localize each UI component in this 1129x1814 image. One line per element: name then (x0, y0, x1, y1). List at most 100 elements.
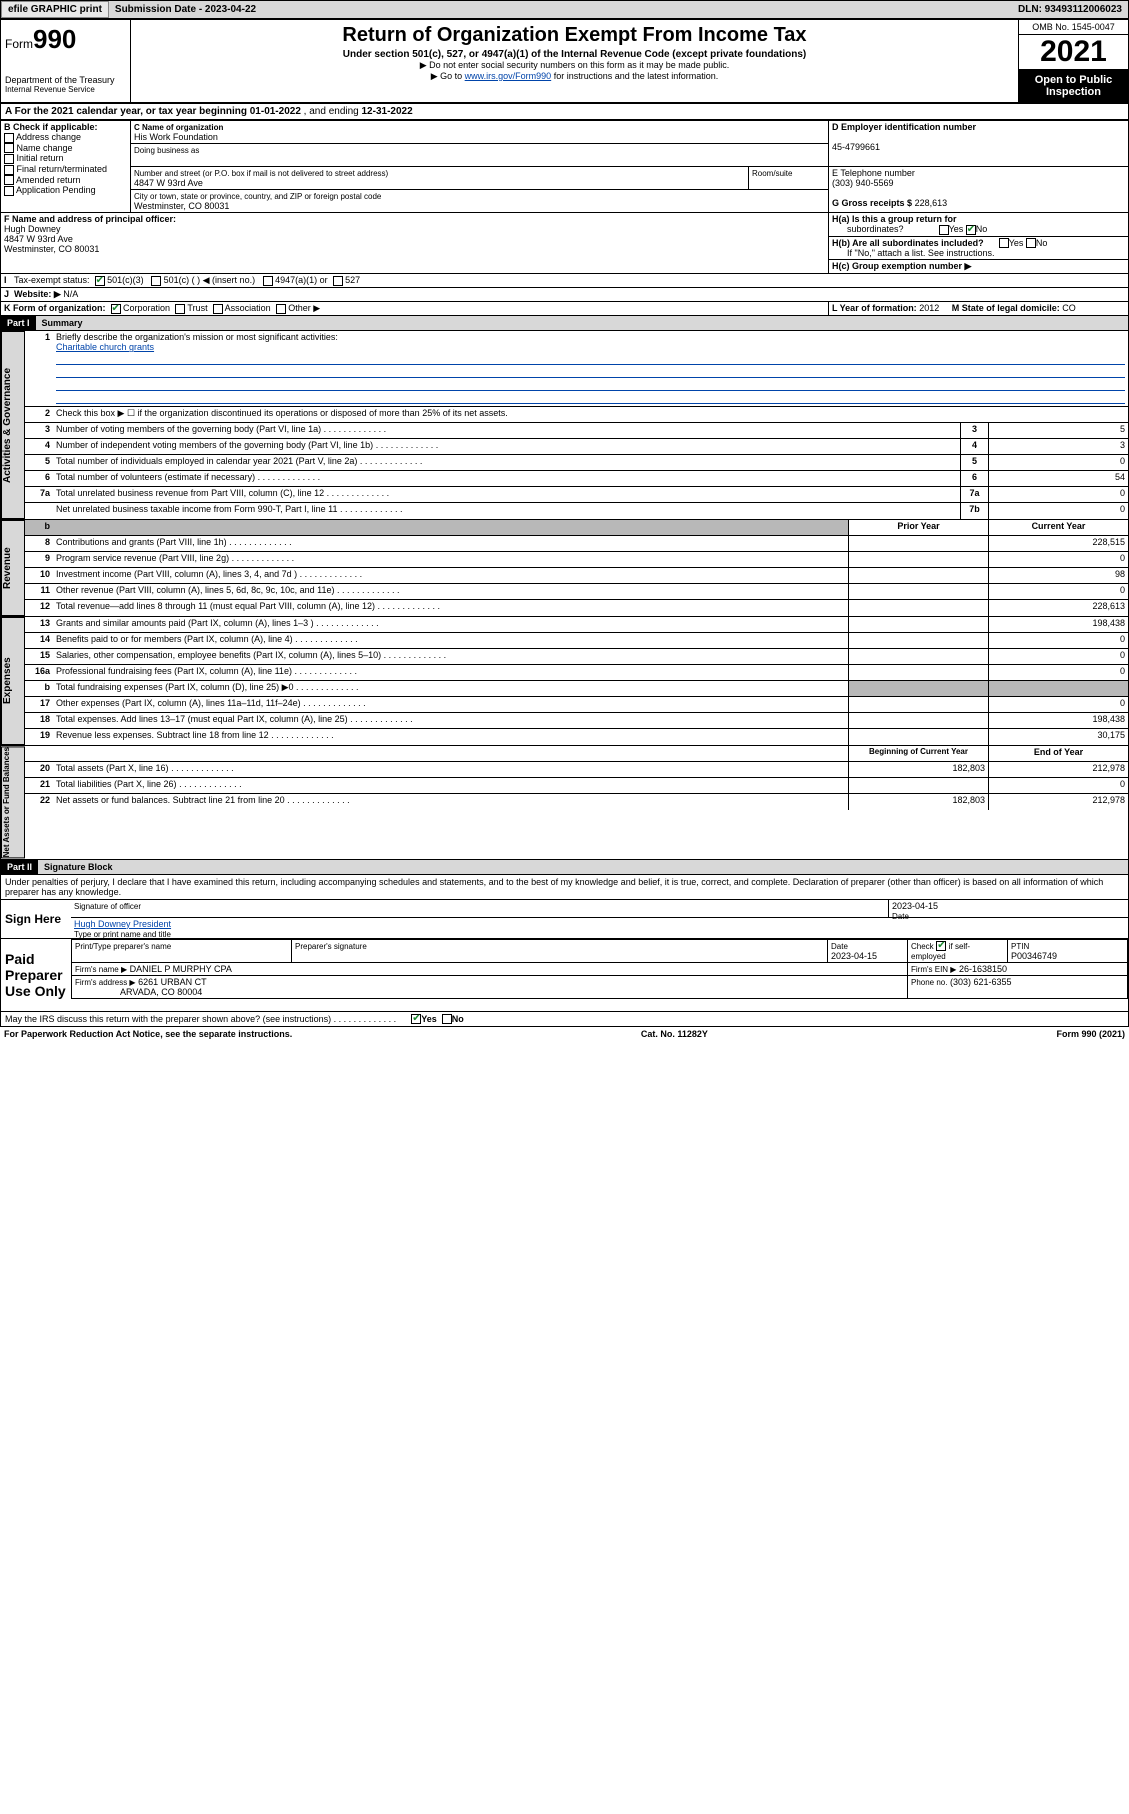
addr-change: Address change (16, 132, 81, 142)
declaration: Under penalties of perjury, I declare th… (1, 875, 1128, 899)
year-form-label: L Year of formation: (832, 303, 917, 313)
q2-num: 2 (25, 407, 53, 422)
summary-row: 16aProfessional fundraising fees (Part I… (25, 665, 1128, 681)
part2-hdr: Part II (1, 860, 38, 874)
q1-num: 1 (25, 331, 53, 406)
summary-row: 20Total assets (Part X, line 16)182,8032… (25, 762, 1128, 778)
dln: DLN: 93493112006023 (1012, 2, 1128, 17)
addr-change-chk[interactable] (4, 133, 14, 143)
firm-ein-label: Firm's EIN ▶ (911, 965, 956, 974)
form-label: Form (5, 37, 33, 51)
summary-row: 7aTotal unrelated business revenue from … (25, 487, 1128, 503)
box-b-label: B Check if applicable: (4, 122, 98, 132)
prep-phone: (303) 621-6355 (950, 977, 1012, 987)
room-suite: Room/suite (749, 167, 829, 190)
part2-header: Part II Signature Block (0, 860, 1129, 875)
final-return: Final return/terminated (17, 164, 108, 174)
hb-yes-chk[interactable] (999, 238, 1009, 248)
init-return: Initial return (17, 153, 64, 163)
goto-pre: ▶ Go to (431, 71, 465, 81)
ha2-label: subordinates? (847, 224, 904, 234)
box-d: D Employer identification number 45-4799… (829, 121, 1129, 167)
net-blank (53, 746, 848, 761)
box-c-street: Number and street (or P.O. box if mail i… (131, 167, 749, 190)
phone-value: (303) 940-5569 (832, 178, 894, 188)
firm-addr2: ARVADA, CO 80004 (120, 987, 202, 997)
open-inspection: Open to Public Inspection (1019, 70, 1128, 102)
501c-chk[interactable] (151, 276, 161, 286)
summary-row: 12Total revenue—add lines 8 through 11 (… (25, 600, 1128, 616)
firm-addr-label: Firm's address ▶ (75, 978, 136, 987)
summary-row: 19Revenue less expenses. Subtract line 1… (25, 729, 1128, 745)
summary-row: 13Grants and similar amounts paid (Part … (25, 617, 1128, 633)
assoc: Association (225, 303, 271, 313)
rev-blank (53, 520, 848, 535)
may-yes-chk[interactable] (411, 1014, 421, 1024)
part1-hdr: Part I (1, 316, 36, 330)
signature-block: Under penalties of perjury, I declare th… (0, 875, 1129, 1028)
entity-info-table: B Check if applicable: Address change Na… (0, 120, 1129, 316)
officer-street: 4847 W 93rd Ave (4, 234, 73, 244)
name-change-chk[interactable] (4, 143, 14, 153)
other: Other ▶ (288, 303, 320, 313)
dept-treasury: Department of the Treasury (5, 75, 126, 85)
501c3: 501(c)(3) (107, 275, 144, 285)
prep-sig-label: Preparer's signature (295, 942, 367, 951)
officer-name-title[interactable]: Hugh Downey President (74, 919, 171, 929)
final-return-chk[interactable] (4, 165, 14, 175)
officer-name: Hugh Downey (4, 224, 61, 234)
4947-chk[interactable] (263, 276, 273, 286)
tax-exempt-label: Tax-exempt status: (14, 275, 90, 285)
box-hb: H(b) Are all subordinates included? Yes … (829, 236, 1129, 260)
box-g-label: G Gross receipts $ (832, 198, 912, 208)
trust-chk[interactable] (175, 304, 185, 314)
street-label: Number and street (or P.O. box if mail i… (134, 169, 388, 178)
501c3-chk[interactable] (95, 276, 105, 286)
efile-btn[interactable]: efile GRAPHIC print (1, 1, 109, 18)
period-row: A For the 2021 calendar year, or tax yea… (0, 103, 1129, 120)
box-j: J Website: ▶ N/A (1, 288, 1129, 302)
app-pending-chk[interactable] (4, 186, 14, 196)
city-label: City or town, state or province, country… (134, 192, 381, 201)
ha-yes-chk[interactable] (939, 225, 949, 235)
box-ha: H(a) Is this a group return for subordin… (829, 213, 1129, 237)
se-chk[interactable] (936, 941, 946, 951)
527-chk[interactable] (333, 276, 343, 286)
sig-officer-label: Signature of officer (74, 902, 141, 911)
summary-row: 11Other revenue (Part VIII, column (A), … (25, 584, 1128, 600)
hb-no-chk[interactable] (1026, 238, 1036, 248)
summary-row: 8Contributions and grants (Part VIII, li… (25, 536, 1128, 552)
period-a: A For the 2021 calendar year, or tax yea… (5, 106, 250, 117)
curr-year-hdr: Current Year (988, 520, 1128, 535)
part1-title: Summary (36, 316, 1128, 330)
box-e-label: E Telephone number (832, 168, 915, 178)
part2-title: Signature Block (38, 860, 1128, 874)
mission-link[interactable]: Charitable church grants (56, 342, 154, 352)
ha-no-chk[interactable] (966, 225, 976, 235)
form-subtitle: Under section 501(c), 527, or 4947(a)(1)… (133, 49, 1016, 60)
end-year-hdr: End of Year (988, 746, 1128, 761)
net-blank-num (25, 746, 53, 761)
summary-row: bTotal fundraising expenses (Part IX, co… (25, 681, 1128, 697)
ha-label: H(a) Is this a group return for (832, 214, 957, 224)
form-header: Form990 Department of the Treasury Inter… (0, 19, 1129, 103)
assoc-chk[interactable] (213, 304, 223, 314)
amended-chk[interactable] (4, 175, 14, 185)
firm-addr1: 6261 URBAN CT (138, 977, 207, 987)
rev-b-num: b (25, 520, 53, 535)
irs-link[interactable]: www.irs.gov/Form990 (465, 71, 552, 81)
trust: Trust (187, 303, 207, 313)
part1-header: Part I Summary (0, 316, 1129, 331)
init-return-chk[interactable] (4, 154, 14, 164)
foot2: Cat. No. 11282Y (641, 1029, 708, 1039)
may-no-chk[interactable] (442, 1014, 452, 1024)
may-no: No (452, 1014, 464, 1024)
box-c-label: C Name of organization (134, 123, 223, 132)
other-chk[interactable] (276, 304, 286, 314)
ptin: P00346749 (1011, 951, 1057, 961)
firm-name-label: Firm's name ▶ (75, 965, 127, 974)
page-footer: For Paperwork Reduction Act Notice, see … (0, 1027, 1129, 1041)
corp-chk[interactable] (111, 304, 121, 314)
summary-governance: Activities & Governance 1 Briefly descri… (0, 331, 1129, 520)
sig-date: 2023-04-15 (892, 901, 938, 911)
